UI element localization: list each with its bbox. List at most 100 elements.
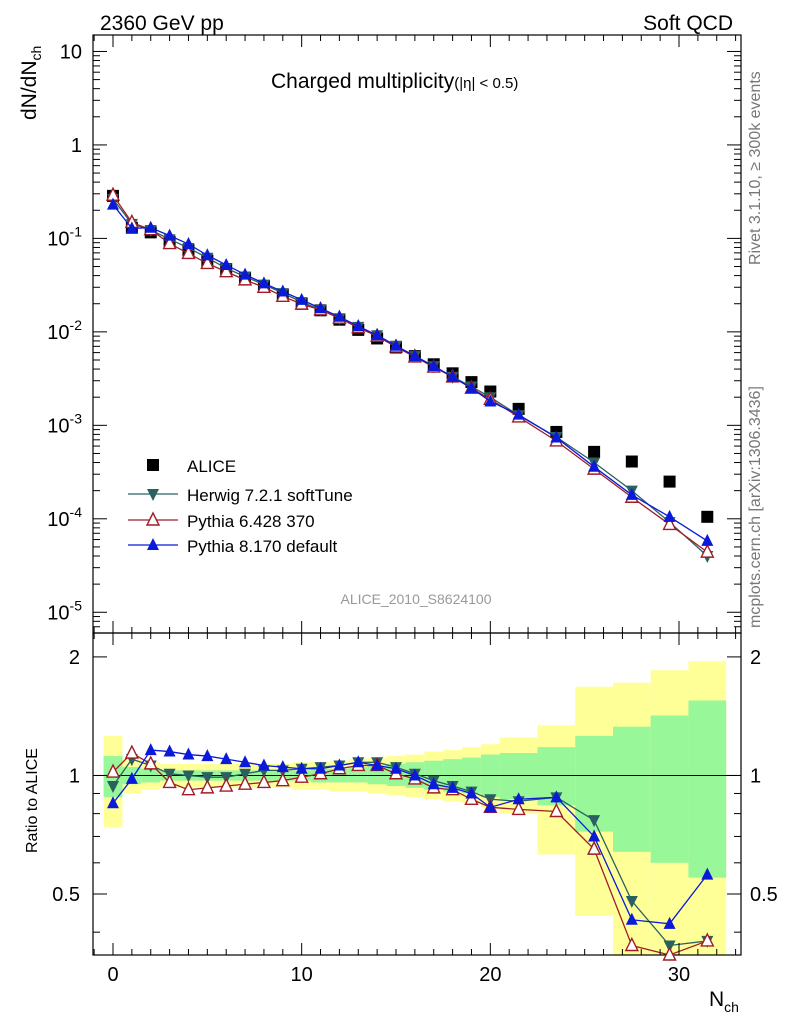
- ratio-point: [408, 768, 421, 781]
- ratio-point: [549, 802, 564, 818]
- data-point: [182, 237, 195, 250]
- data-point: [512, 407, 525, 420]
- ratio-point: [352, 755, 365, 768]
- ratio-point: [371, 758, 384, 771]
- data-point: [701, 510, 714, 523]
- y-tick-label: 10-3: [47, 410, 82, 437]
- x-tick-label: 20: [479, 964, 501, 986]
- y-axis-label-sub: ch: [28, 46, 44, 61]
- ratio-tick-label-right: 2: [750, 647, 761, 669]
- data-point: [625, 455, 638, 468]
- y-axis-label: dN/dNch: [18, 46, 44, 120]
- data-point: [201, 248, 214, 261]
- ratio-point: [484, 800, 497, 813]
- data-point: [200, 254, 215, 270]
- ratio-point: [125, 771, 138, 784]
- ratio-band-stat: [650, 715, 689, 863]
- ratio-band-stat: [688, 700, 727, 878]
- ratio-band-stat: [499, 753, 538, 800]
- data-point: [107, 197, 119, 210]
- ratio-tick-label-right: 1: [750, 765, 761, 787]
- y-tick-label: 10: [60, 41, 82, 63]
- ratio-axis-label: Ratio to ALICE: [24, 748, 41, 853]
- ratio-point: [588, 829, 601, 842]
- data-point: [700, 543, 715, 558]
- header-right: Soft QCD: [643, 12, 733, 35]
- ratio-point: [333, 758, 346, 771]
- header-left: 2360 GeV pp: [100, 12, 224, 35]
- legend-marker: [147, 459, 159, 471]
- legend-label: Pythia 6.428 370: [187, 512, 315, 531]
- ratio-point: [200, 779, 215, 794]
- ratio-tick-label-left: 0.5: [52, 884, 80, 906]
- data-point: [588, 445, 601, 458]
- ratio-point: [701, 867, 714, 880]
- legend: ALICE Herwig 7.2.1 softTune Pythia 6.428 3…: [128, 457, 353, 556]
- ratio-point: [239, 768, 252, 781]
- data-point: [125, 221, 138, 234]
- axis-ticks: 0 10 20 30 10-5 10-4 10-3 10-2 10-1 1 10 0.5 0.5 1 1 2 2: [47, 35, 778, 986]
- side-label-rivet: Rivet 3.1.10, ≥ 300k events: [747, 71, 764, 265]
- ratio-point: [550, 790, 563, 803]
- data-point: [239, 267, 252, 280]
- ratio-frame: [92, 632, 742, 956]
- data-point: [314, 301, 327, 314]
- chart-title-cut: (|η| < 0.5): [454, 75, 518, 92]
- ratio-point: [294, 768, 309, 783]
- ratio-point: [201, 772, 214, 785]
- ratio-point: [314, 761, 327, 774]
- ratio-point: [256, 773, 272, 789]
- ratio-point: [163, 744, 176, 757]
- analysis-label: ALICE_2010_S8624100: [340, 591, 491, 607]
- ratio-point: [511, 800, 526, 816]
- data-point: [276, 284, 289, 297]
- data-point: [220, 257, 233, 270]
- ratio-point: [201, 749, 214, 762]
- legend-marker: [147, 489, 159, 501]
- x-axis-label: Nch: [709, 988, 739, 1015]
- ratio-point: [182, 747, 195, 760]
- data-point: [371, 328, 384, 341]
- legend-marker: [147, 538, 159, 550]
- legend-label: ALICE: [187, 457, 236, 476]
- data-point: [446, 369, 459, 382]
- data-point: [701, 533, 714, 546]
- data-point: [663, 475, 676, 488]
- ratio-point: [390, 761, 402, 774]
- ratio-point: [143, 755, 158, 770]
- ratio-tick-label-left: 1: [69, 765, 80, 787]
- ratio-bands: [103, 661, 727, 955]
- data-point: [333, 309, 346, 322]
- data-point: [163, 228, 176, 241]
- legend-label: Pythia 8.170 default: [187, 537, 338, 556]
- ratio-point: [162, 773, 177, 789]
- ratio-point: [144, 743, 157, 756]
- ratio-point: [237, 775, 253, 790]
- data-point: [352, 319, 365, 332]
- ratio-point: [700, 932, 715, 947]
- ratio-point: [512, 792, 525, 805]
- ratio-point: [275, 772, 290, 787]
- ratio-point: [465, 786, 478, 799]
- ratio-point: [625, 912, 638, 925]
- ratio-point: [427, 777, 440, 790]
- data-point: [257, 276, 270, 289]
- axes-frames: [92, 34, 742, 956]
- data-point: [484, 394, 497, 407]
- ratio-point: [663, 916, 676, 929]
- side-label-mcplots: mcplots.cern.ch [arXiv:1306.3436]: [747, 386, 764, 628]
- ratio-point: [276, 760, 289, 773]
- legend-marker: [145, 511, 161, 526]
- ratio-point: [662, 946, 677, 961]
- ratio-point: [220, 752, 233, 765]
- x-tick-label: 10: [291, 964, 313, 986]
- ratio-point: [107, 781, 119, 794]
- ratio-point: [625, 895, 638, 908]
- ratio-point: [107, 796, 119, 809]
- series-marks: [105, 186, 715, 961]
- data-point: [162, 235, 177, 250]
- data-point: [465, 381, 478, 394]
- ratio-band-stat: [612, 726, 651, 852]
- ratio-point: [624, 936, 639, 952]
- data-point: [181, 244, 196, 260]
